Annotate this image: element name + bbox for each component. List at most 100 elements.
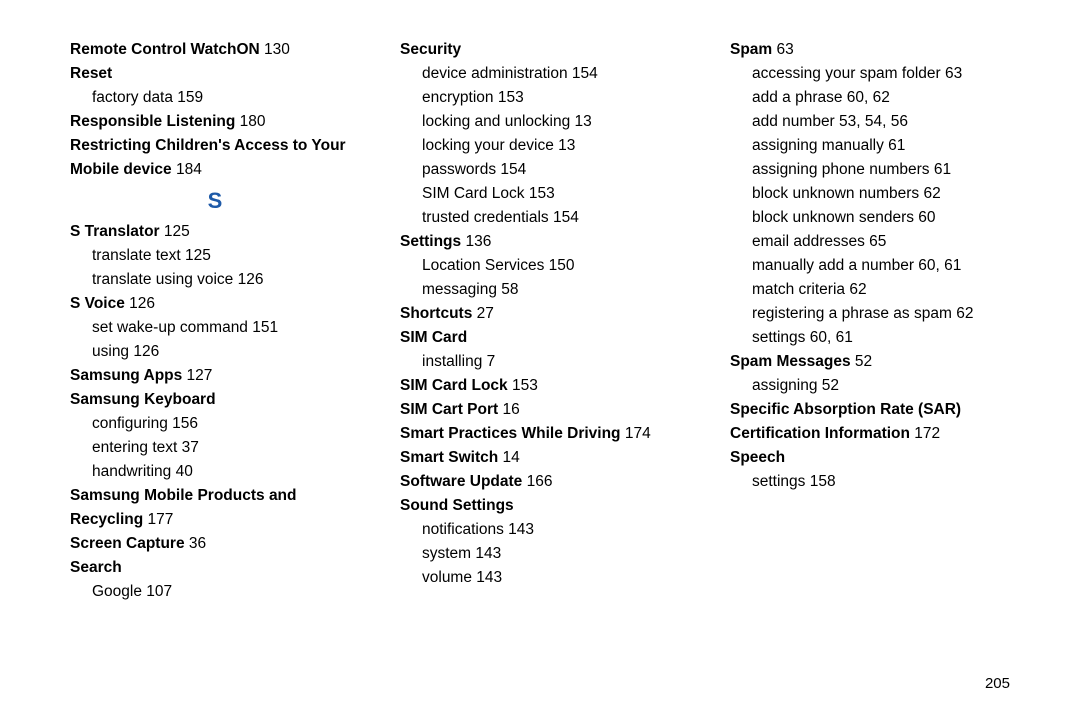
entry-page: 14 [498, 449, 520, 466]
entry-text: Samsung Mobile Products and [70, 487, 297, 504]
index-subentry: translate text 125 [70, 244, 360, 268]
index-entry: Sound Settings [400, 494, 690, 518]
index-subentry: add a phrase 60, 62 [730, 86, 1020, 110]
entry-text: using [92, 343, 129, 360]
entry-text: Spam [730, 41, 772, 58]
entry-page: 60, 62 [843, 89, 890, 106]
entry-page: 62 [845, 281, 867, 298]
index-entry: Recycling 177 [70, 508, 360, 532]
index-subentry: settings 158 [730, 470, 1020, 494]
entry-text: assigning [752, 377, 818, 394]
entry-text: Samsung Keyboard [70, 391, 216, 408]
index-entry: Smart Practices While Driving 174 [400, 422, 690, 446]
entry-text: messaging [422, 281, 497, 298]
entry-text: Settings [400, 233, 461, 250]
entry-text: encryption [422, 89, 494, 106]
entry-text: set wake-up command [92, 319, 248, 336]
entry-page: 61 [884, 137, 906, 154]
entry-text: match criteria [752, 281, 845, 298]
index-subentry: device administration 154 [400, 62, 690, 86]
index-subentry: settings 60, 61 [730, 326, 1020, 350]
index-subentry: encryption 153 [400, 86, 690, 110]
entry-text: Search [70, 559, 122, 576]
entry-page: 40 [171, 463, 193, 480]
index-entry: Search [70, 556, 360, 580]
entry-text: manually add a number [752, 257, 914, 274]
entry-page: 151 [248, 319, 278, 336]
index-entry: Reset [70, 62, 360, 86]
entry-text: Shortcuts [400, 305, 472, 322]
index-column-1: Remote Control WatchON 130Resetfactory d… [70, 38, 360, 604]
entry-text: Sound Settings [400, 497, 514, 514]
index-entry: Smart Switch 14 [400, 446, 690, 470]
entry-text: passwords [422, 161, 496, 178]
entry-text: notifications [422, 521, 504, 538]
entry-text: Smart Switch [400, 449, 498, 466]
index-subentry: messaging 58 [400, 278, 690, 302]
entry-text: email addresses [752, 233, 865, 250]
index-entry: Speech [730, 446, 1020, 470]
entry-page: 125 [181, 247, 211, 264]
index-subentry: Location Services 150 [400, 254, 690, 278]
index-entry: SIM Cart Port 16 [400, 398, 690, 422]
entry-text: translate text [92, 247, 181, 264]
entry-page: 62 [952, 305, 974, 322]
entry-text: Speech [730, 449, 785, 466]
entry-text: assigning manually [752, 137, 884, 154]
index-subentry: add number 53, 54, 56 [730, 110, 1020, 134]
entry-text: add a phrase [752, 89, 843, 106]
section-letter: S [70, 184, 360, 218]
entry-text: Spam Messages [730, 353, 851, 370]
entry-text: settings [752, 329, 805, 346]
entry-text: Remote Control WatchON [70, 41, 260, 58]
index-entry: Shortcuts 27 [400, 302, 690, 326]
entry-text: S Translator [70, 223, 160, 240]
entry-page: 166 [522, 473, 552, 490]
index-entry: Samsung Keyboard [70, 388, 360, 412]
entry-page: 62 [919, 185, 941, 202]
index-entry: Certification Information 172 [730, 422, 1020, 446]
index-subentry: handwriting 40 [70, 460, 360, 484]
entry-page: 52 [818, 377, 840, 394]
entry-page: 60, 61 [805, 329, 852, 346]
index-subentry: manually add a number 60, 61 [730, 254, 1020, 278]
entry-page: 180 [235, 113, 265, 130]
index-subentry: assigning 52 [730, 374, 1020, 398]
entry-page: 7 [482, 353, 495, 370]
index-entry: Samsung Apps 127 [70, 364, 360, 388]
index-subentry: translate using voice 126 [70, 268, 360, 292]
index-entry: S Voice 126 [70, 292, 360, 316]
entry-page: 63 [941, 65, 963, 82]
index-subentry: installing 7 [400, 350, 690, 374]
index-column-3: Spam 63accessing your spam folder 63add … [730, 38, 1020, 604]
entry-text: Certification Information [730, 425, 910, 442]
index-subentry: entering text 37 [70, 436, 360, 460]
index-entry: Screen Capture 36 [70, 532, 360, 556]
entry-text: entering text [92, 439, 177, 456]
entry-text: translate using voice [92, 271, 233, 288]
entry-page: 177 [143, 511, 173, 528]
page-number: 205 [985, 675, 1010, 692]
entry-page: 37 [177, 439, 199, 456]
entry-text: Software Update [400, 473, 522, 490]
index-subentry: assigning phone numbers 61 [730, 158, 1020, 182]
entry-page: 153 [525, 185, 555, 202]
index-columns: Remote Control WatchON 130Resetfactory d… [70, 38, 1020, 604]
entry-page: 153 [508, 377, 538, 394]
index-entry: SIM Card Lock 153 [400, 374, 690, 398]
index-entry: Security [400, 38, 690, 62]
index-subentry: notifications 143 [400, 518, 690, 542]
index-subentry: passwords 154 [400, 158, 690, 182]
index-entry: SIM Card [400, 326, 690, 350]
entry-text: registering a phrase as spam [752, 305, 952, 322]
index-subentry: using 126 [70, 340, 360, 364]
entry-page: 156 [168, 415, 198, 432]
index-subentry: factory data 159 [70, 86, 360, 110]
entry-page: 16 [498, 401, 520, 418]
index-subentry: trusted credentials 154 [400, 206, 690, 230]
entry-page: 154 [549, 209, 579, 226]
entry-page: 174 [621, 425, 651, 442]
entry-page: 127 [182, 367, 212, 384]
entry-text: Mobile device [70, 161, 172, 178]
index-subentry: registering a phrase as spam 62 [730, 302, 1020, 326]
